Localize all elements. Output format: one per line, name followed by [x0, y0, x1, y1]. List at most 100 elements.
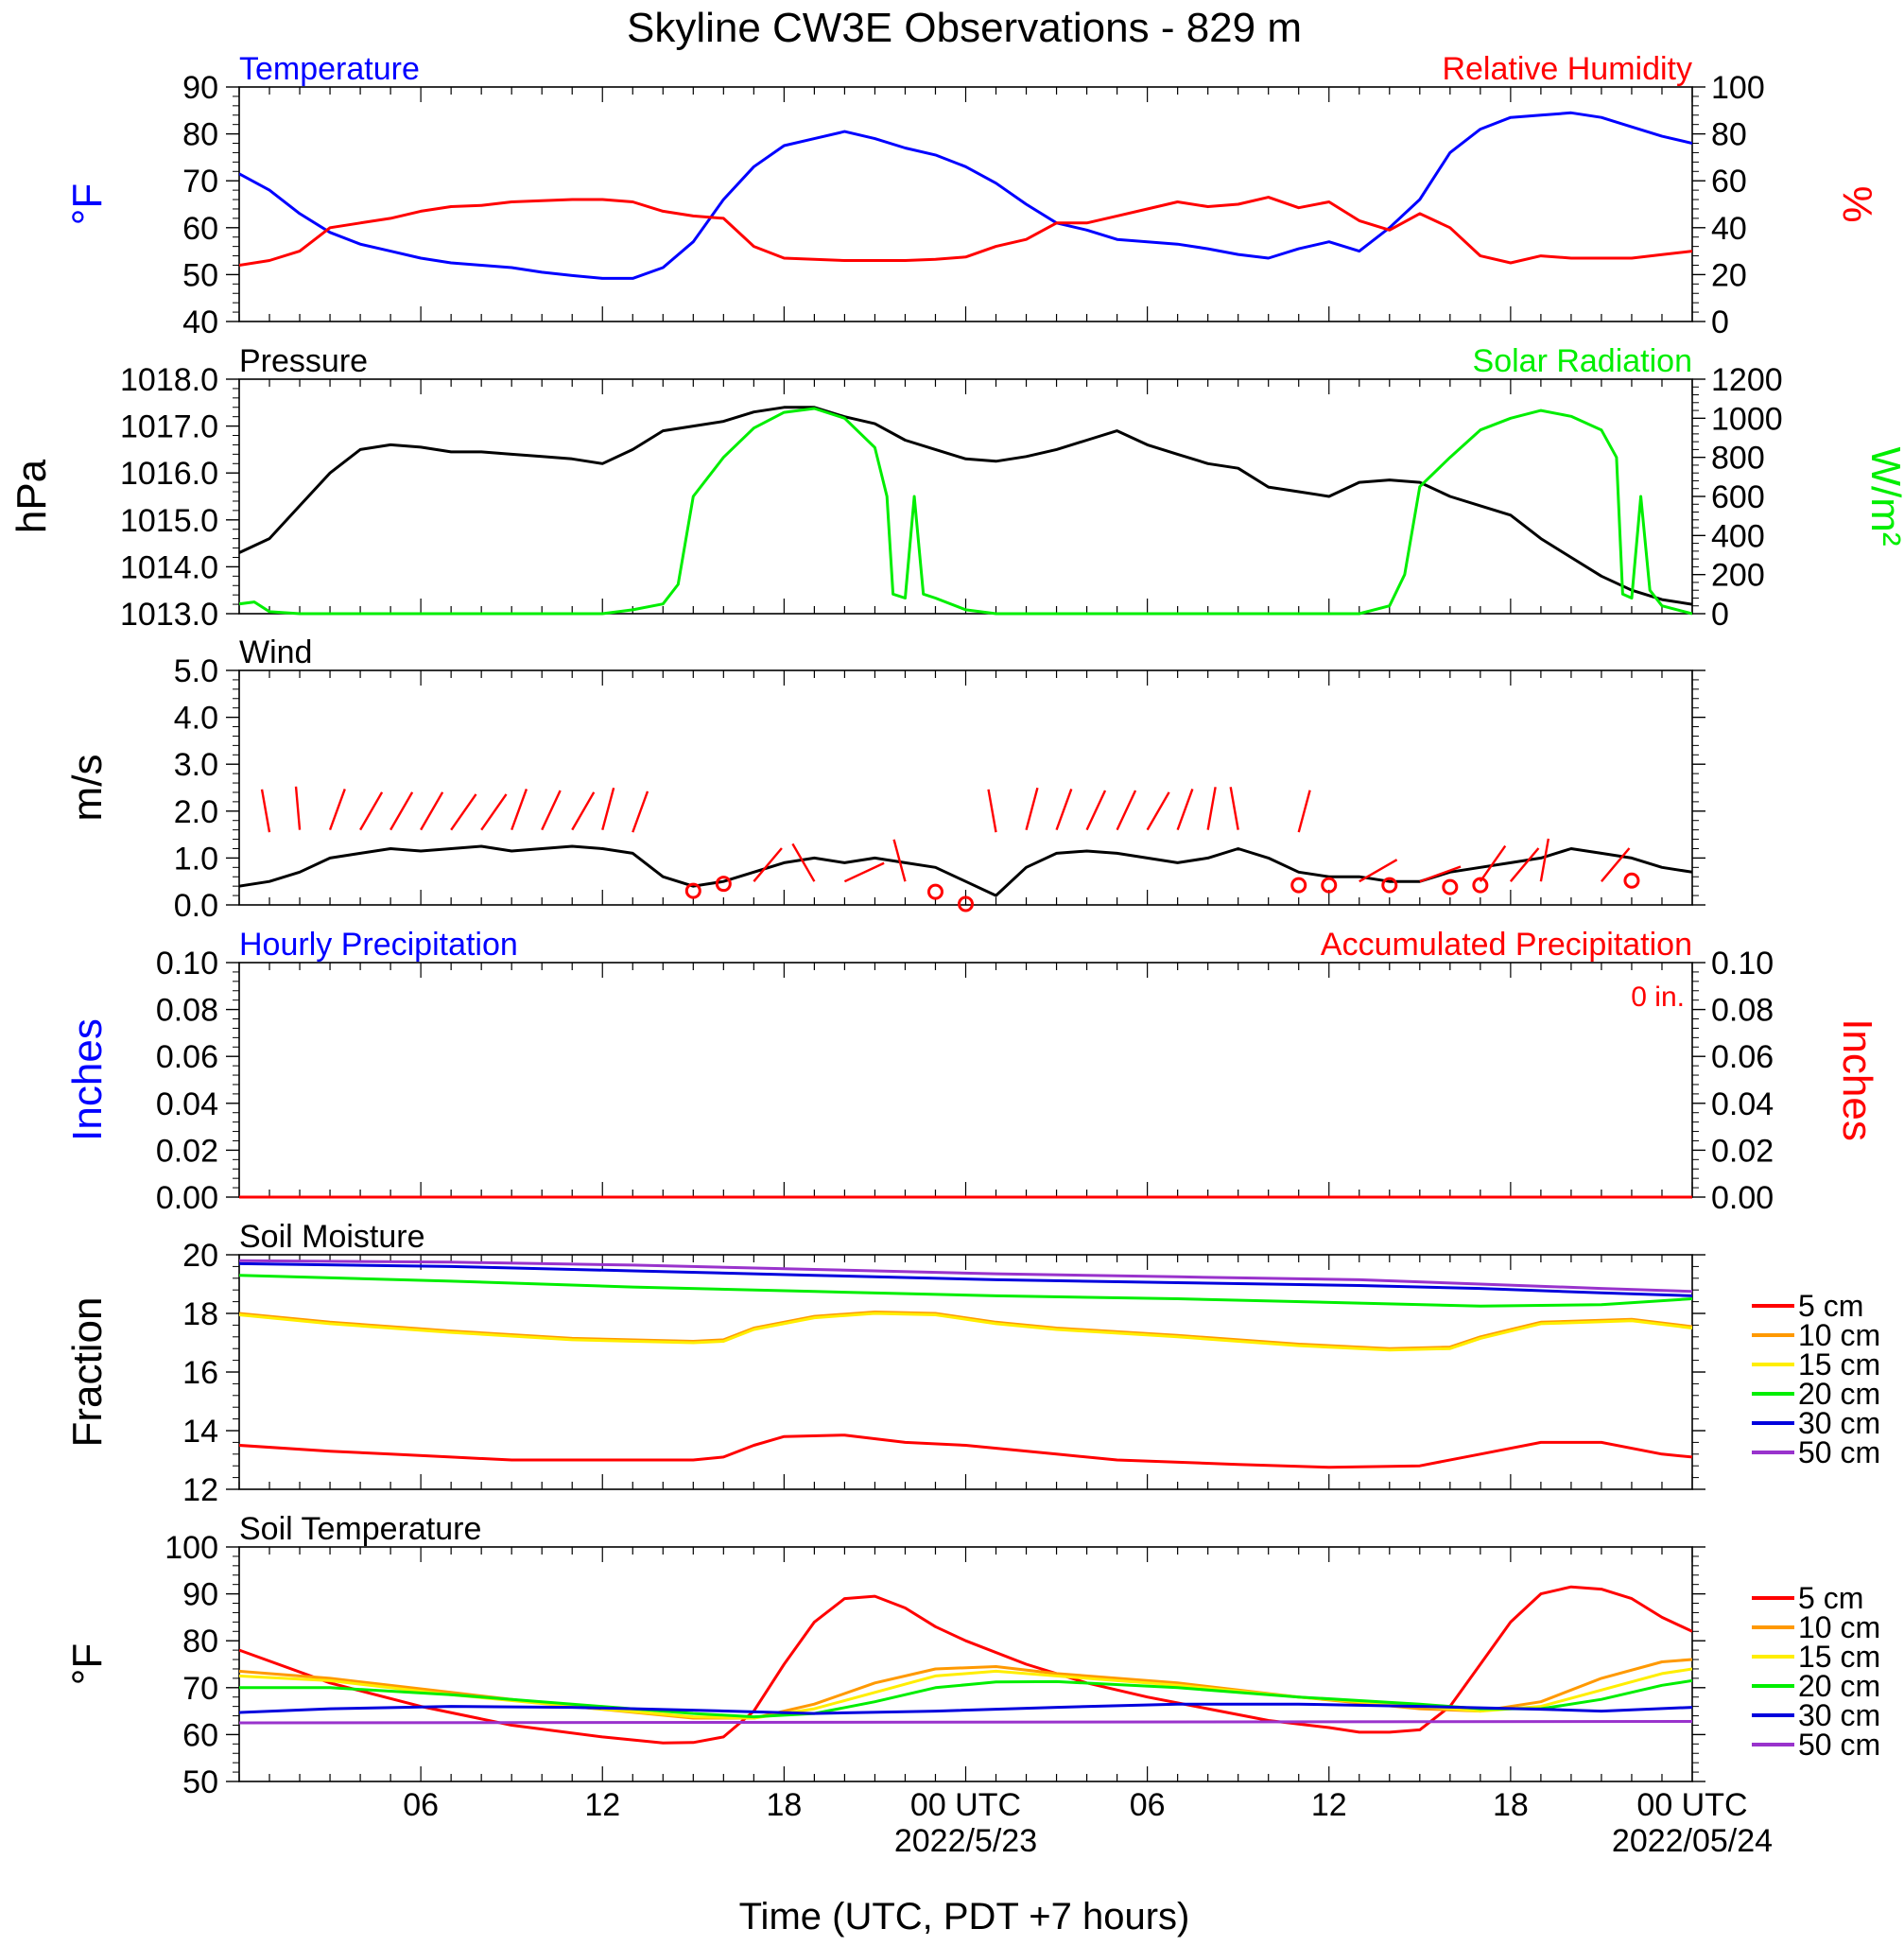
x-tick-label: 06: [1130, 1787, 1166, 1823]
legend-label-soil_30: 30 cm: [1798, 1406, 1880, 1440]
wind-barb: [987, 789, 997, 833]
y-left-tick-label: 16: [182, 1355, 218, 1391]
y-left-axis-label: °F: [64, 183, 111, 225]
wind-barb: [1419, 865, 1462, 883]
y-left-tick-label: 50: [182, 1764, 218, 1800]
y-left-tick-label: 4.0: [174, 701, 218, 737]
y-right-tick-label: 40: [1711, 211, 1747, 247]
wind-barb: [791, 843, 816, 882]
y-right-tick-label: 0.06: [1711, 1039, 1774, 1075]
calm-wind-circle: [1472, 877, 1489, 894]
series-line-soil_10: [239, 1311, 1692, 1350]
calm-wind-circle: [1623, 872, 1640, 889]
panel-title-left: Wind: [239, 634, 312, 670]
panel-wind: 0.0 1.0 2.0 3.0 4.0 5.0 Wind m/s: [64, 634, 1705, 924]
panel-pressure_solar: 1013.0 1014.0 1015.0 1016.0 1017.0 1018.0 0200…: [9, 343, 1904, 633]
panel-title-right: Solar Radiation: [1473, 343, 1692, 379]
wind-barb: [1479, 844, 1507, 882]
calm-wind-circle: [926, 883, 943, 900]
x-tick-label: 18: [1493, 1787, 1529, 1823]
y-right-tick-label: 0.10: [1711, 946, 1774, 982]
legend-label-soil_5: 5 cm: [1798, 1581, 1863, 1615]
wind-barb: [1025, 787, 1039, 830]
wind-barb: [1055, 789, 1073, 831]
y-left-tick-label: 90: [182, 1577, 218, 1613]
y-left-axis-label: Inches: [64, 1018, 111, 1141]
y-left-tick-label: 0.08: [156, 993, 218, 1029]
panel-title-right: Relative Humidity: [1442, 51, 1692, 87]
y-left-axis-label: hPa: [9, 459, 55, 533]
y-left-tick-label: 2.0: [174, 794, 218, 830]
panel-title-left: Pressure: [239, 343, 368, 379]
y-left-tick-label: 1.0: [174, 841, 218, 877]
x-tick-label: 00 UTC: [910, 1787, 1021, 1823]
wind-barb: [1116, 790, 1137, 831]
wind-barb: [1601, 847, 1631, 882]
y-left-tick-label: 1016.0: [120, 456, 218, 492]
plot-frame: [238, 378, 1693, 615]
series-line-pressure: [239, 406, 1692, 606]
y-left-tick-label: 60: [182, 1717, 218, 1753]
y-left-tick-label: 1018.0: [120, 362, 218, 398]
x-tick-label: 00 UTC: [1636, 1787, 1747, 1823]
wind-barb: [1539, 838, 1550, 882]
legend-label-soil_15: 15 cm: [1798, 1347, 1880, 1381]
y-left-tick-label: 0.10: [156, 946, 218, 982]
legend-label-soil_5: 5 cm: [1798, 1289, 1863, 1323]
wind-barb: [1359, 859, 1398, 883]
panel-precip: 0.00 0.02 0.04 0.06 0.08 0.10 0.00 0.02 0.04 0.06…: [64, 927, 1880, 1216]
plot-frame: [238, 86, 1693, 322]
calm-wind-circle: [1290, 877, 1307, 894]
wind-barb: [1146, 791, 1170, 831]
calm-wind-circle: [1321, 877, 1338, 894]
calm-wind-circle: [684, 882, 701, 899]
y-left-tick-label: 40: [182, 304, 218, 340]
legend-label-soil_10: 10 cm: [1798, 1318, 1880, 1352]
y-left-tick-label: 70: [182, 1671, 218, 1707]
series-line-soil_30: [239, 1702, 1692, 1715]
series-line-soil_5: [239, 1433, 1692, 1469]
legend-label-soil_50: 50 cm: [1798, 1728, 1880, 1762]
y-left-tick-label: 100: [164, 1530, 218, 1566]
y-left-tick-label: 12: [182, 1472, 218, 1508]
legend-label-soil_20: 20 cm: [1798, 1377, 1880, 1411]
wind-barb: [1085, 790, 1107, 831]
y-right-tick-label: 100: [1711, 70, 1765, 106]
wind-barb: [892, 839, 907, 882]
legend-label-soil_20: 20 cm: [1798, 1669, 1880, 1703]
y-left-tick-label: 5.0: [174, 653, 218, 689]
y-left-tick-label: 1014.0: [120, 549, 218, 585]
x-tick-label: 06: [403, 1787, 439, 1823]
y-left-tick-label: 60: [182, 211, 218, 247]
wind-barb: [359, 791, 384, 831]
wind-barb: [328, 789, 346, 831]
y-right-tick-label: 200: [1711, 558, 1765, 594]
y-right-tick-label: 1200: [1711, 362, 1783, 398]
wind-barb: [843, 861, 885, 883]
panel-title-right: Accumulated Precipitation: [1321, 927, 1692, 963]
calm-wind-circle: [1381, 877, 1398, 894]
y-right-tick-label: 0: [1711, 597, 1729, 633]
y-left-tick-label: 70: [182, 164, 218, 200]
y-right-tick-label: 1000: [1711, 401, 1783, 437]
y-left-tick-label: 0.06: [156, 1039, 218, 1075]
legend-label-soil_15: 15 cm: [1798, 1640, 1880, 1674]
y-right-tick-label: 800: [1711, 441, 1765, 477]
y-right-tick-label: 60: [1711, 164, 1747, 200]
wind-barb: [480, 793, 508, 831]
y-left-tick-label: 20: [182, 1238, 218, 1274]
panels-container: 40 50 60 70 80 90 0 20 40 60 80 100 Temperature Relat…: [9, 51, 1904, 1800]
y-right-tick-label: 0.02: [1711, 1133, 1774, 1169]
panel-title-left: Soil Moisture: [239, 1219, 425, 1255]
wind-barb: [601, 787, 615, 830]
y-left-tick-label: 0.0: [174, 888, 218, 924]
y-right-axis-label: W/m²: [1862, 446, 1904, 546]
y-left-tick-label: 80: [182, 1624, 218, 1659]
y-left-tick-label: 1013.0: [120, 597, 218, 633]
wind-barb: [511, 789, 528, 831]
y-left-axis-label: °F: [64, 1643, 111, 1685]
wind-barb: [389, 791, 414, 831]
